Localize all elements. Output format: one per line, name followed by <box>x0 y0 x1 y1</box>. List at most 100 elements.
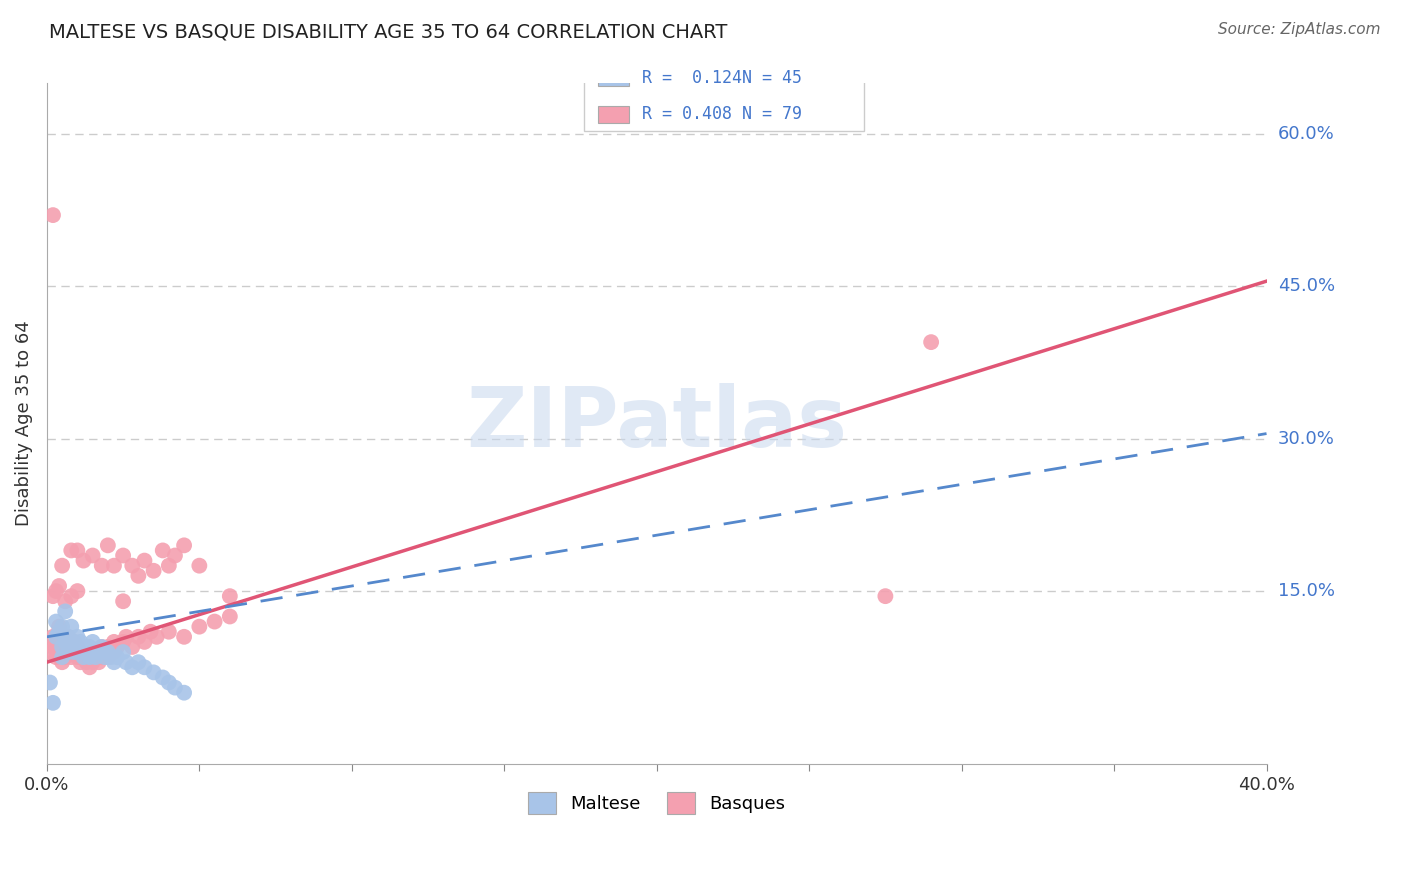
Point <box>134 635 156 649</box>
Text: N = 45: N = 45 <box>742 69 801 87</box>
Point <box>84 650 107 665</box>
Point <box>76 645 98 659</box>
Point <box>204 615 226 629</box>
Point <box>48 579 70 593</box>
Text: R =  0.124: R = 0.124 <box>643 69 742 87</box>
Point <box>69 635 91 649</box>
Point <box>45 635 67 649</box>
Point <box>72 650 94 665</box>
Point <box>87 655 110 669</box>
Text: Source: ZipAtlas.com: Source: ZipAtlas.com <box>1218 22 1381 37</box>
Point <box>157 675 180 690</box>
Point <box>127 655 149 669</box>
Point <box>134 660 156 674</box>
Point <box>53 635 76 649</box>
Point <box>72 553 94 567</box>
Point <box>218 609 240 624</box>
Point <box>66 584 89 599</box>
Text: 45.0%: 45.0% <box>1278 277 1334 295</box>
Point <box>103 655 125 669</box>
Point <box>51 655 73 669</box>
FancyBboxPatch shape <box>583 49 865 130</box>
Point <box>51 620 73 634</box>
Point <box>60 543 83 558</box>
Point <box>920 335 942 350</box>
Point <box>188 620 211 634</box>
Point <box>134 553 156 567</box>
Point <box>58 630 80 644</box>
Point <box>42 208 65 222</box>
Point <box>152 543 174 558</box>
Point <box>142 564 165 578</box>
Point <box>103 645 125 659</box>
Point <box>173 686 195 700</box>
Point <box>79 640 101 654</box>
Point <box>112 594 135 608</box>
Point <box>103 558 125 573</box>
Point <box>97 538 120 552</box>
Point <box>53 650 76 665</box>
Point <box>163 549 186 563</box>
Point <box>157 624 180 639</box>
Point <box>152 670 174 684</box>
Point <box>58 645 80 659</box>
Point <box>115 630 138 644</box>
Point <box>90 640 112 654</box>
Point <box>58 630 80 644</box>
Point <box>142 665 165 680</box>
Point <box>48 624 70 639</box>
Point <box>45 630 67 644</box>
Point <box>97 650 120 665</box>
Point <box>72 640 94 654</box>
Point <box>157 558 180 573</box>
Point <box>45 584 67 599</box>
Text: R = 0.408: R = 0.408 <box>643 105 733 123</box>
Point <box>53 604 76 618</box>
Point <box>105 640 128 654</box>
Point <box>121 558 143 573</box>
Point <box>82 655 104 669</box>
Point <box>39 675 62 690</box>
Point <box>100 650 122 665</box>
Point <box>51 650 73 665</box>
Point <box>188 558 211 573</box>
Point <box>79 650 101 665</box>
Point <box>45 650 67 665</box>
Point <box>84 650 107 665</box>
Point <box>112 549 135 563</box>
Point <box>42 696 65 710</box>
Point <box>42 630 65 644</box>
Point <box>48 620 70 634</box>
Point <box>875 589 897 603</box>
Point <box>69 645 91 659</box>
Point <box>76 655 98 669</box>
Text: ZIPatlas: ZIPatlas <box>467 383 848 464</box>
Point <box>82 549 104 563</box>
Point <box>90 650 112 665</box>
Point <box>66 543 89 558</box>
Point <box>112 635 135 649</box>
Point <box>173 538 195 552</box>
Y-axis label: Disability Age 35 to 64: Disability Age 35 to 64 <box>15 320 32 526</box>
Point <box>103 635 125 649</box>
Point <box>63 645 86 659</box>
Point <box>63 635 86 649</box>
Text: 15.0%: 15.0% <box>1278 582 1334 600</box>
Point <box>60 650 83 665</box>
Point <box>60 620 83 634</box>
Point <box>66 640 89 654</box>
Point <box>121 660 143 674</box>
Point <box>42 589 65 603</box>
Point <box>45 615 67 629</box>
Point <box>90 558 112 573</box>
Point <box>60 640 83 654</box>
Point <box>218 589 240 603</box>
Point <box>97 645 120 659</box>
Point <box>90 640 112 654</box>
Point <box>139 624 162 639</box>
Point <box>51 558 73 573</box>
Point <box>66 650 89 665</box>
FancyBboxPatch shape <box>598 69 628 87</box>
Point <box>163 681 186 695</box>
Point <box>53 635 76 649</box>
